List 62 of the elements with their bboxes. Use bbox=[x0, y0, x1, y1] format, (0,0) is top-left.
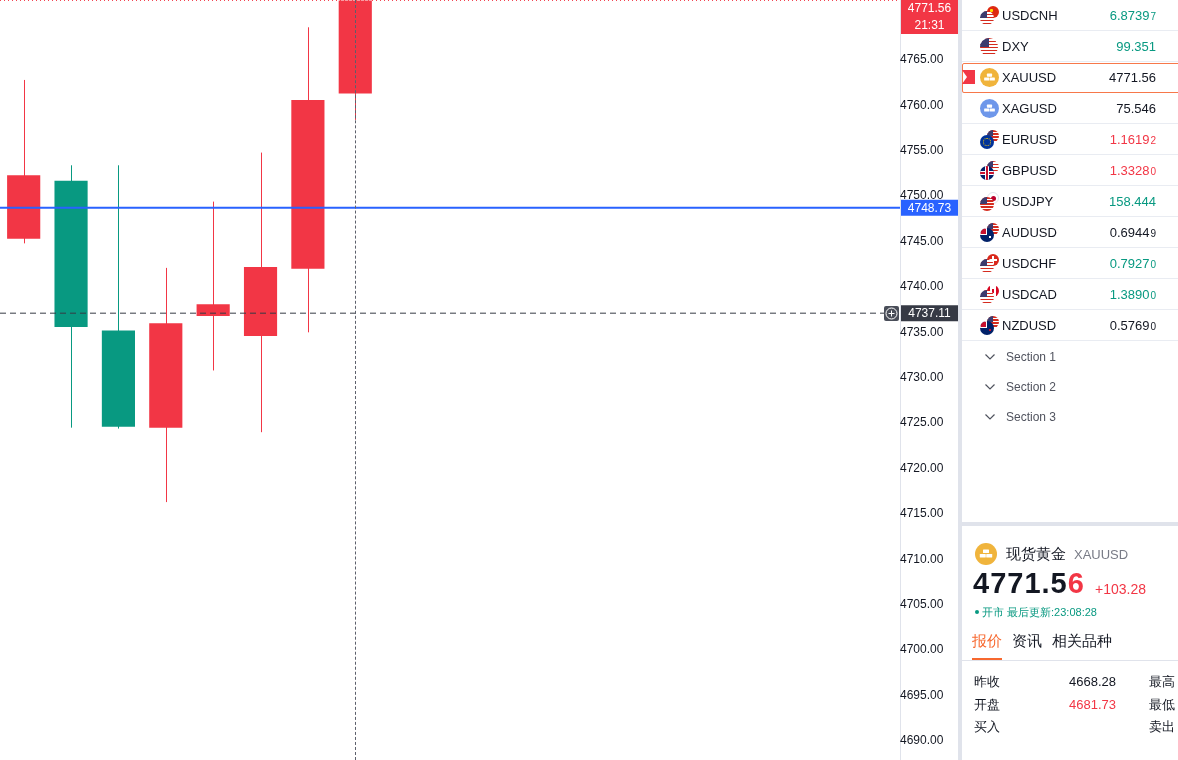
y-tick-label: 4760.00 bbox=[899, 97, 944, 112]
category-label: 卖出 bbox=[1149, 719, 1175, 735]
text: +103.28 bbox=[1095, 581, 1146, 598]
text: 1.16192 bbox=[1109, 132, 1156, 147]
ref-line-label: 4771.56 bbox=[907, 0, 952, 15]
y-tick-label: 4700.00 bbox=[899, 642, 944, 657]
text: 现货黄金 bbox=[1006, 545, 1066, 563]
text: Section 1 bbox=[1006, 349, 1057, 365]
text: 相关品种 bbox=[1052, 632, 1112, 650]
text: 158.444 bbox=[1109, 194, 1156, 209]
category-label: 开盘 bbox=[974, 696, 1000, 713]
text: Section 2 bbox=[1006, 379, 1057, 395]
y-tick-label: 4730.00 bbox=[899, 370, 944, 385]
text: XAUUSD bbox=[1074, 546, 1129, 563]
y-tick-label: 4735.00 bbox=[899, 324, 944, 339]
text: 6.87397 bbox=[1109, 8, 1156, 23]
candlestick bbox=[196, 201, 230, 371]
text: 4771.56 bbox=[1109, 70, 1156, 85]
y-tick-label: 4755.00 bbox=[899, 143, 944, 158]
text: 0.57690 bbox=[1109, 318, 1156, 333]
y-tick-label: 4715.00 bbox=[899, 506, 944, 521]
category-label: 最低 bbox=[1149, 696, 1175, 713]
y-tick-label: 4765.00 bbox=[899, 52, 944, 67]
category-label: GBPUSD bbox=[1002, 162, 1057, 179]
text: 1.33280 bbox=[1109, 163, 1156, 178]
y-tick-label: 4705.00 bbox=[899, 597, 944, 612]
text: 1.38900 bbox=[1109, 287, 1156, 302]
category-label: USDCNH bbox=[1002, 7, 1058, 24]
y-tick-label: 4720.00 bbox=[899, 460, 944, 475]
text: 4668.28 bbox=[1069, 674, 1116, 689]
category-label: USDCAD bbox=[1002, 286, 1057, 303]
text: 99.351 bbox=[1116, 39, 1156, 54]
category-label: 最高 bbox=[1149, 674, 1175, 690]
y-tick-label: 4725.00 bbox=[899, 415, 944, 430]
text: 0.69449 bbox=[1109, 225, 1156, 240]
y-tick-label: 4690.00 bbox=[899, 733, 944, 748]
text: 开市 最后更新:23:08:28 bbox=[982, 605, 1097, 619]
y-tick-label: 4745.00 bbox=[899, 233, 944, 248]
category-label: 昨收 bbox=[974, 674, 1000, 690]
text: 21:31 bbox=[914, 17, 945, 32]
text: 0.79270 bbox=[1109, 256, 1156, 271]
ref-line-label: 4737.11 bbox=[908, 305, 952, 320]
y-tick-label: 4750.00 bbox=[899, 188, 944, 203]
text: 75.546 bbox=[1116, 101, 1156, 116]
text: 4771.56 bbox=[973, 566, 1085, 600]
y-tick-label: 4695.00 bbox=[899, 687, 944, 702]
category-label: USDCHF bbox=[1002, 255, 1057, 272]
text: 资讯 bbox=[1012, 632, 1042, 650]
text: 4681.73 bbox=[1069, 696, 1116, 712]
y-tick-label: 4710.00 bbox=[899, 551, 944, 566]
category-label: XAUUSD bbox=[1002, 69, 1057, 86]
text: Section 3 bbox=[1006, 409, 1057, 425]
category-label: EURUSD bbox=[1002, 131, 1057, 148]
category-label: USDJPY bbox=[1002, 193, 1054, 210]
text: 报价 bbox=[972, 632, 1002, 650]
ref-line-label: 4748.73 bbox=[907, 200, 952, 215]
y-tick-label: 4740.00 bbox=[899, 279, 944, 294]
category-label: DXY bbox=[1002, 38, 1029, 55]
category-label: AUDUSD bbox=[1002, 224, 1057, 241]
category-label: NZDUSD bbox=[1002, 317, 1057, 334]
category-label: 买入 bbox=[974, 719, 1000, 735]
category-label: XAGUSD bbox=[1002, 100, 1057, 117]
